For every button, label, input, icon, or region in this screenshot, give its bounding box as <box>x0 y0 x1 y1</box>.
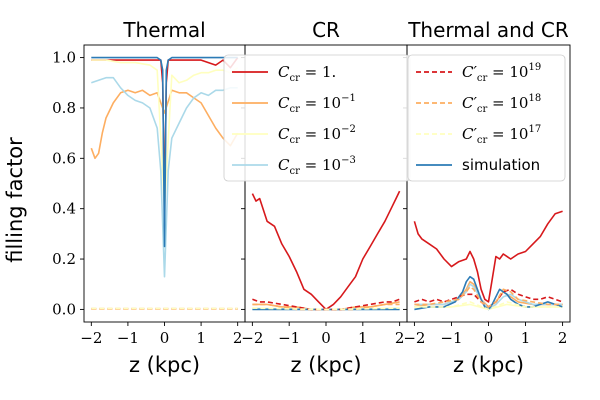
y-tick-label: 0.4 <box>52 200 76 218</box>
legend-entry: C′cr = 1019 <box>462 62 541 84</box>
legend-entry: Ccr = 10−1 <box>278 93 356 115</box>
legend-entry: C′cr = 1018 <box>462 93 541 115</box>
panel-title: Thermal <box>122 18 205 42</box>
x-tick-label: −2 <box>241 329 263 347</box>
x-tick-label: −2 <box>403 329 425 347</box>
x-tick-label: 2 <box>558 329 568 347</box>
x-tick-label: −1 <box>440 329 462 347</box>
x-tick-label: −1 <box>278 329 300 347</box>
y-tick-label: 1.0 <box>52 49 76 67</box>
y-tick-label: 0.6 <box>52 149 76 167</box>
x-tick-label: −2 <box>80 329 102 347</box>
panel-2: CR C_cr = 1.C_cr = 10^-1C_cr = 10^-2C_cr … <box>241 18 408 377</box>
series-line: C_cr = 10^-3 <box>91 76 238 278</box>
x-tick-label: 1 <box>521 329 531 347</box>
x-axis-label: z (kpc) <box>290 353 361 377</box>
legend-entry: Ccr = 10−3 <box>278 155 356 177</box>
series-line: C_cr = 1. <box>91 57 239 210</box>
series-line: C_cr = 10^-2 <box>91 59 239 210</box>
x-tick-label: 2 <box>233 329 243 347</box>
x-tick-label: 2 <box>395 329 405 347</box>
series-group: C_cr = 1.C_cr = 10^-1C_cr = 10^-2C_cr = … <box>251 190 401 311</box>
series-line: C_cr = 10^-3 <box>414 283 563 311</box>
y-tick-label: 0.0 <box>52 300 76 318</box>
legend-box <box>407 54 566 182</box>
x-tick-label: −1 <box>117 329 139 347</box>
x-tick-label: 0 <box>321 329 331 347</box>
legend-entry: simulation <box>462 156 540 174</box>
x-tick-label: 0 <box>484 329 494 347</box>
legend-entry: Ccr = 1. <box>278 63 336 84</box>
x-tick-label: 0 <box>160 329 170 347</box>
y-axis-label: filling factor <box>3 137 27 263</box>
series-group: C_cr = 1.C_cr = 10^-1C_cr = 10^-2C_cr = … <box>90 56 239 310</box>
legend-right: C′cr = 1019 C′cr = 1018 C′cr = 1017 simulat… <box>407 54 566 182</box>
panel-title: CR <box>312 18 340 42</box>
legend-entry: C′cr = 1017 <box>462 124 541 146</box>
series-line: C_cr = 1. <box>251 190 401 311</box>
panels: ThermalC_cr = 1.C_cr = 10^-1C_cr = 10^-2… <box>52 18 571 377</box>
series-line: C'_cr = 10^18 <box>414 285 563 308</box>
legend-left: Ccr = 1. Ccr = 10−1 Ccr = 10−2 Ccr = 10−3 <box>223 54 411 182</box>
panel-title: Thermal and CR <box>407 18 569 42</box>
series-line: C'_cr = 10^17 <box>252 307 400 311</box>
series-line: C'_cr = 10^17 <box>414 301 563 311</box>
x-axis-label: z (kpc) <box>453 353 524 377</box>
x-axis-label: z (kpc) <box>129 353 200 377</box>
y-tick-label: 0.8 <box>52 99 76 117</box>
legend-entry: Ccr = 10−2 <box>278 124 356 146</box>
panel-3: Thermal and CR C_cr = 1.C_cr = 10^-1C_cr … <box>403 18 571 377</box>
series-group: C_cr = 1.C_cr = 10^-1C_cr = 10^-2C_cr = … <box>413 210 563 311</box>
panel-1: Thermal C_cr = 1.C_cr = 10^-1C_cr = 10^-2… <box>52 18 246 377</box>
y-tick-label: 0.2 <box>52 250 76 268</box>
series-line: C_cr = 1. <box>413 210 563 303</box>
x-tick-label: 1 <box>358 329 368 347</box>
series-line: simulation <box>91 56 238 248</box>
series-line: C_cr = 10^-1 <box>90 89 239 160</box>
x-tick-label: 1 <box>196 329 206 347</box>
